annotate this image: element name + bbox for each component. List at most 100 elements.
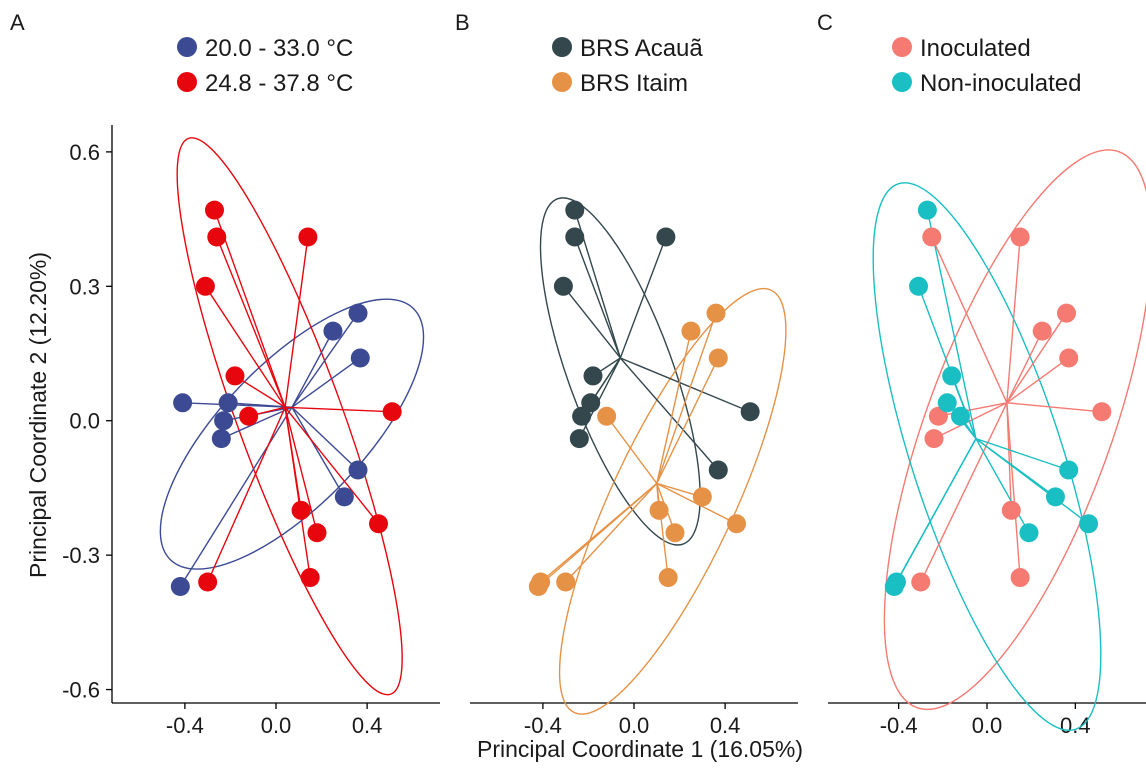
x-tick-label: 0.0	[619, 713, 650, 738]
confidence-ellipse-1	[539, 197, 701, 546]
data-point	[211, 429, 231, 449]
data-point	[323, 321, 343, 341]
data-point	[207, 227, 227, 247]
data-point	[1001, 500, 1021, 520]
centroid-line	[656, 330, 692, 484]
centroid-line	[656, 357, 719, 484]
data-point	[225, 366, 245, 386]
data-point	[708, 348, 728, 368]
centroid-line	[234, 375, 286, 408]
x-tick-label: 0.4	[352, 713, 383, 738]
data-point	[656, 227, 676, 247]
centroid-line	[920, 402, 1008, 583]
data-point	[572, 406, 592, 426]
data-point	[553, 276, 573, 296]
legend-label-2: BRS Itaim	[580, 70, 688, 97]
data-point	[597, 406, 617, 426]
centroid-line	[1006, 312, 1068, 404]
confidence-ellipse-2	[872, 182, 1102, 731]
data-point	[565, 227, 585, 247]
data-point	[528, 577, 548, 597]
centroid-line	[291, 357, 361, 408]
centroid-line	[213, 209, 286, 408]
centroid-line	[179, 406, 293, 587]
legend-swatch-2	[552, 72, 572, 92]
data-point	[214, 411, 234, 431]
centroid-line	[1006, 402, 1102, 413]
centroid-line	[291, 330, 334, 408]
panel-b: B -0.4 0.0 0.4 BRS Acauã BRS Itaim	[455, 10, 798, 738]
x-tick-label: -0.4	[880, 713, 918, 738]
centroid-line	[285, 406, 393, 413]
data-point	[369, 514, 388, 534]
x-axis-title: Principal Coordinate 1 (16.05%)	[477, 736, 803, 762]
data-point	[382, 402, 402, 422]
data-point	[692, 487, 712, 507]
data-point	[218, 393, 238, 413]
centroid-line	[656, 312, 717, 484]
centroid-line	[931, 236, 1008, 404]
centroid-line	[619, 357, 719, 471]
data-point	[581, 393, 601, 413]
centroid-line	[893, 438, 977, 587]
centroid-line	[933, 402, 1008, 440]
data-point	[1059, 460, 1079, 480]
legend-swatch-1	[552, 37, 572, 57]
x-tick-label: 0.4	[1060, 713, 1091, 738]
centroid-line	[291, 406, 359, 471]
data-point	[300, 568, 320, 588]
centroid-line	[606, 415, 658, 484]
centroid-line	[938, 402, 1008, 417]
data-point	[1010, 568, 1030, 588]
data-point	[1079, 514, 1099, 534]
data-point	[942, 366, 962, 386]
centroid-line	[975, 437, 1069, 471]
centroid-line	[291, 312, 359, 408]
data-point	[195, 276, 215, 296]
centroid-line	[207, 406, 286, 583]
centroid-line	[565, 482, 658, 583]
centroid-line	[562, 285, 621, 359]
x-tick-label: -0.4	[524, 713, 562, 738]
centroid-line	[975, 438, 1090, 525]
confidence-ellipse-1	[159, 298, 425, 570]
centroid-line	[204, 285, 286, 408]
data-point	[706, 303, 726, 323]
data-point	[911, 572, 931, 592]
data-point	[198, 572, 218, 592]
data-point	[649, 500, 669, 520]
data-point	[1057, 303, 1076, 323]
y-axis-title: Principal Coordinate 2 (12.20%)	[25, 252, 51, 578]
data-point	[173, 393, 193, 413]
centroid-line	[1006, 402, 1021, 578]
centroid-line	[975, 438, 1030, 534]
panel-label-a: A	[10, 10, 25, 35]
data-point	[334, 487, 354, 507]
panel-c: C -0.4 0.0 0.4 Inoculated Non-inoculated	[817, 10, 1146, 738]
data-point	[665, 523, 685, 543]
legend-label-1: 20.0 - 33.0 °C	[205, 35, 353, 62]
data-point	[922, 227, 942, 247]
data-point	[924, 429, 944, 449]
y-tick-label: 0.0	[69, 409, 100, 434]
centroid-line	[284, 407, 311, 578]
legend-label-1: BRS Acauã	[580, 35, 703, 62]
data-point	[1010, 227, 1030, 247]
data-point	[658, 568, 678, 588]
data-point	[951, 406, 970, 426]
confidence-ellipse-1	[883, 149, 1146, 711]
data-point	[565, 200, 585, 220]
legend-label-2: 24.8 - 37.8 °C	[205, 70, 353, 97]
centroid-line	[284, 236, 309, 408]
centroid-line	[1006, 236, 1021, 403]
y-tick-label: 0.6	[69, 140, 100, 165]
data-point	[298, 227, 318, 247]
panel-a: A -0.4 0.0 0.4 0.6 0.3 0.0 -0.3 -0.6 20.0 - 33.0 …	[10, 10, 440, 738]
centroid-line	[291, 406, 345, 498]
data-point	[708, 460, 728, 480]
data-point	[1019, 523, 1039, 543]
data-point	[350, 348, 370, 368]
y-tick-label: -0.6	[62, 678, 100, 703]
